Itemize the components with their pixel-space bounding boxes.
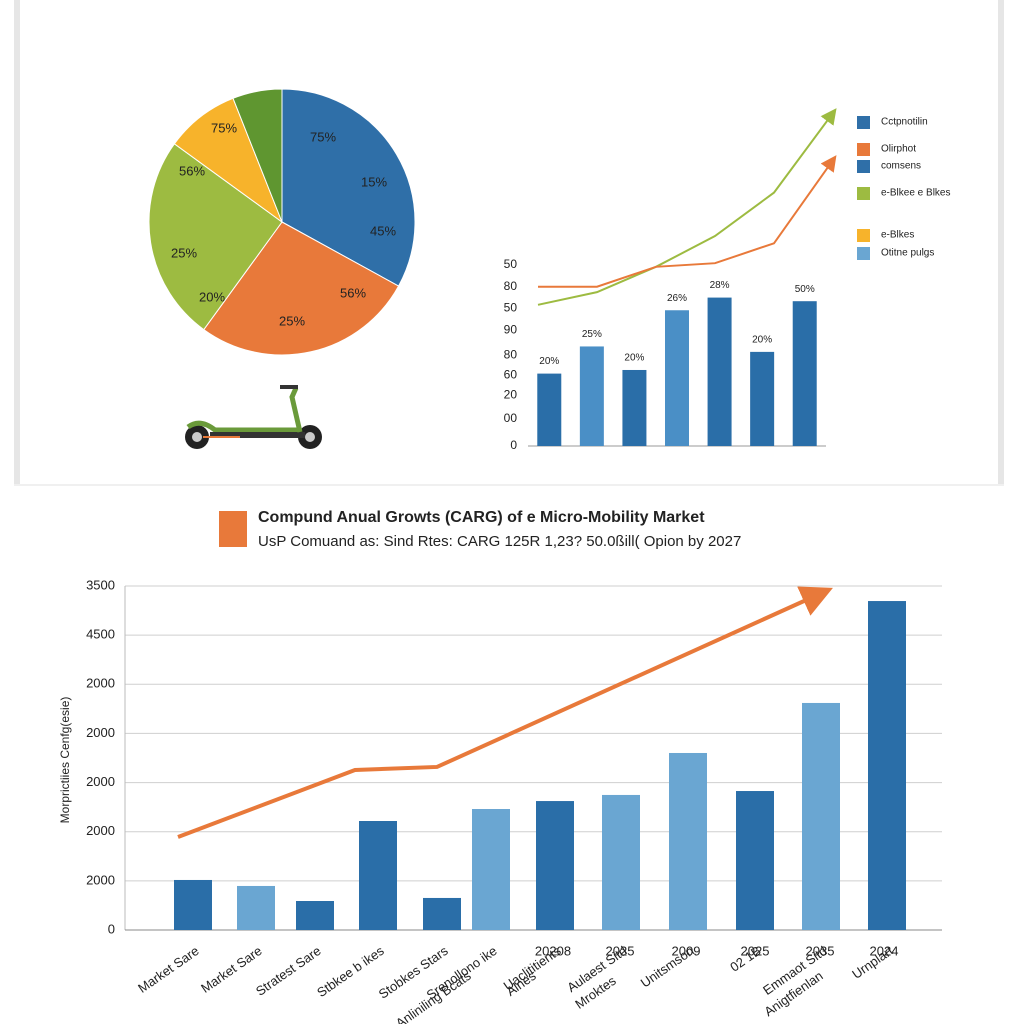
legend-swatch — [857, 247, 870, 260]
bar-annotation: 20% — [624, 353, 644, 364]
pie-annotation: 56% — [179, 163, 205, 178]
legend-label: e-Blkes — [881, 230, 914, 241]
pie-annotation: 15% — [361, 174, 387, 189]
pie-annotation: 56% — [340, 285, 366, 300]
legend-swatch — [857, 229, 870, 242]
bar — [579, 346, 604, 446]
y-tick-label: 2000 — [86, 774, 115, 789]
y-tick-label: 0 — [108, 921, 115, 936]
line-series — [537, 108, 837, 306]
bar — [296, 901, 334, 930]
legend-label: Otitne pulgs — [881, 248, 934, 259]
bar-annotation: 50% — [795, 284, 815, 295]
x-axis-note: 2024 — [870, 943, 899, 958]
x-axis-note: 20208 — [535, 943, 571, 958]
bar — [802, 702, 840, 930]
pie-annotation: 75% — [310, 129, 336, 144]
legend-swatch — [857, 187, 870, 200]
pie-annotation: 25% — [279, 313, 305, 328]
line-series — [177, 586, 833, 839]
y-tick-label: 20 — [504, 387, 518, 401]
pie-slice — [203, 221, 400, 356]
bar — [707, 297, 732, 446]
bar-annotation: 28% — [710, 280, 730, 291]
y-tick-label: 80 — [504, 279, 518, 293]
bar — [792, 301, 817, 446]
bar — [750, 351, 775, 446]
y-tick-label: 4500 — [86, 627, 115, 642]
pie-annotation: 45% — [370, 223, 396, 238]
y-axis-label: Morprictiies Cenfg(esie) — [58, 697, 72, 824]
panel-edge — [14, 484, 1004, 486]
y-tick-label: 3500 — [86, 577, 115, 592]
chart-title: Compund Anual Growts (CARG) of e Micro-M… — [258, 509, 705, 526]
pie-annotation: 75% — [211, 120, 237, 135]
pie-slice — [232, 88, 283, 223]
y-tick-label: 2000 — [86, 725, 115, 740]
x-axis-note: 2009 — [672, 943, 701, 958]
x-axis-note: 2035 — [806, 943, 835, 958]
bar — [359, 821, 397, 930]
x-axis-note: 2025 — [606, 943, 635, 958]
y-tick-label: 2000 — [86, 676, 115, 691]
bar — [868, 601, 906, 930]
y-tick-label: 0 — [510, 438, 517, 452]
legend-label: e-Blkee e Blkes — [881, 188, 950, 199]
legend-swatch — [857, 143, 870, 156]
title-marker — [219, 511, 247, 547]
x-axis-note: 2025 — [741, 943, 770, 958]
bar — [537, 373, 562, 446]
y-tick-label: 2000 — [86, 872, 115, 887]
legend-label: Olirphot — [881, 144, 916, 155]
bar — [423, 897, 461, 930]
y-tick-label: 60 — [504, 368, 518, 382]
y-tick-label: 90 — [504, 322, 518, 336]
bar — [669, 752, 707, 930]
y-tick-label: 00 — [504, 411, 518, 425]
chart-subtitle: UsP Comuand as: Sind Rtes: CARG 125R 1,2… — [258, 533, 741, 550]
bar-annotation: 20% — [752, 335, 772, 346]
pie-annotation: 25% — [171, 245, 197, 260]
legend-label: comsens — [881, 161, 921, 172]
bar — [472, 809, 510, 930]
bar — [602, 794, 640, 930]
legend-swatch — [857, 160, 870, 173]
scooter-icon — [185, 385, 322, 449]
bar-annotation: 20% — [539, 356, 559, 367]
y-tick-label: 50 — [504, 301, 518, 315]
bar — [736, 791, 774, 930]
line-series — [538, 155, 837, 288]
bar — [536, 801, 574, 930]
pie-slice — [281, 88, 416, 287]
y-tick-label: 2000 — [86, 823, 115, 838]
y-tick-label: 50 — [504, 257, 518, 271]
legend-swatch — [857, 116, 870, 129]
bar — [665, 310, 689, 446]
bar-annotation: 26% — [667, 293, 687, 304]
y-tick-label: 80 — [504, 348, 518, 362]
panel-edge — [998, 0, 1004, 485]
bar-annotation: 25% — [582, 329, 602, 340]
pie-annotation: 20% — [199, 289, 225, 304]
pie-slice — [148, 143, 283, 331]
panel-edge — [14, 0, 20, 485]
bar — [622, 369, 647, 446]
bar — [174, 879, 212, 930]
bar — [237, 885, 275, 930]
legend-label: Cctpnotilin — [881, 117, 928, 128]
